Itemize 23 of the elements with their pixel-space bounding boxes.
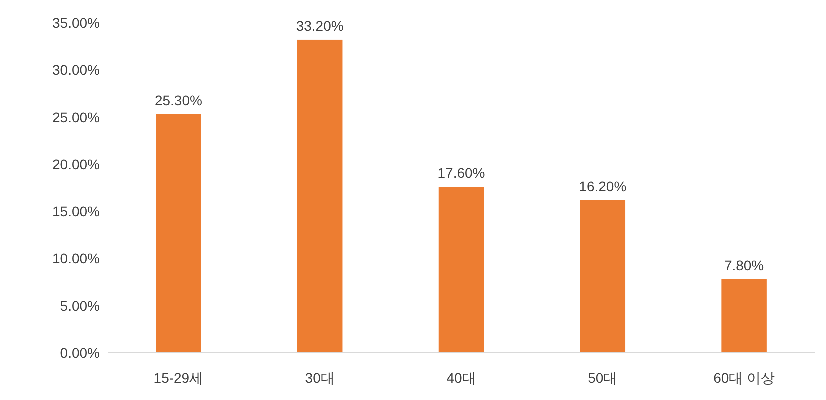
x-tick-label: 50대: [588, 370, 618, 386]
y-tick-label: 35.00%: [52, 15, 100, 31]
x-tick-label: 40대: [446, 370, 476, 386]
bar: [438, 187, 484, 353]
y-tick-label: 25.00%: [52, 109, 100, 126]
data-label: 17.60%: [438, 165, 486, 182]
x-tick-label: 15-29세: [154, 370, 204, 386]
x-tick-label: 60대 이상: [714, 370, 776, 386]
y-tick-label: 20.00%: [52, 156, 100, 172]
bar: [580, 200, 626, 353]
y-tick-label: 30.00%: [52, 62, 100, 78]
data-label: 7.80%: [724, 257, 764, 274]
bar: [297, 40, 343, 353]
data-label: 33.20%: [296, 18, 344, 34]
y-tick-label: 15.00%: [52, 204, 100, 220]
x-tick-label: 30대: [305, 370, 335, 386]
y-tick-label: 0.00%: [60, 345, 100, 361]
y-tick-label: 5.00%: [60, 298, 100, 314]
data-label: 16.20%: [579, 178, 627, 194]
bar: [722, 279, 767, 353]
data-label: 25.30%: [154, 92, 202, 108]
bar: [156, 114, 202, 353]
y-tick-label: 10.00%: [52, 250, 100, 267]
